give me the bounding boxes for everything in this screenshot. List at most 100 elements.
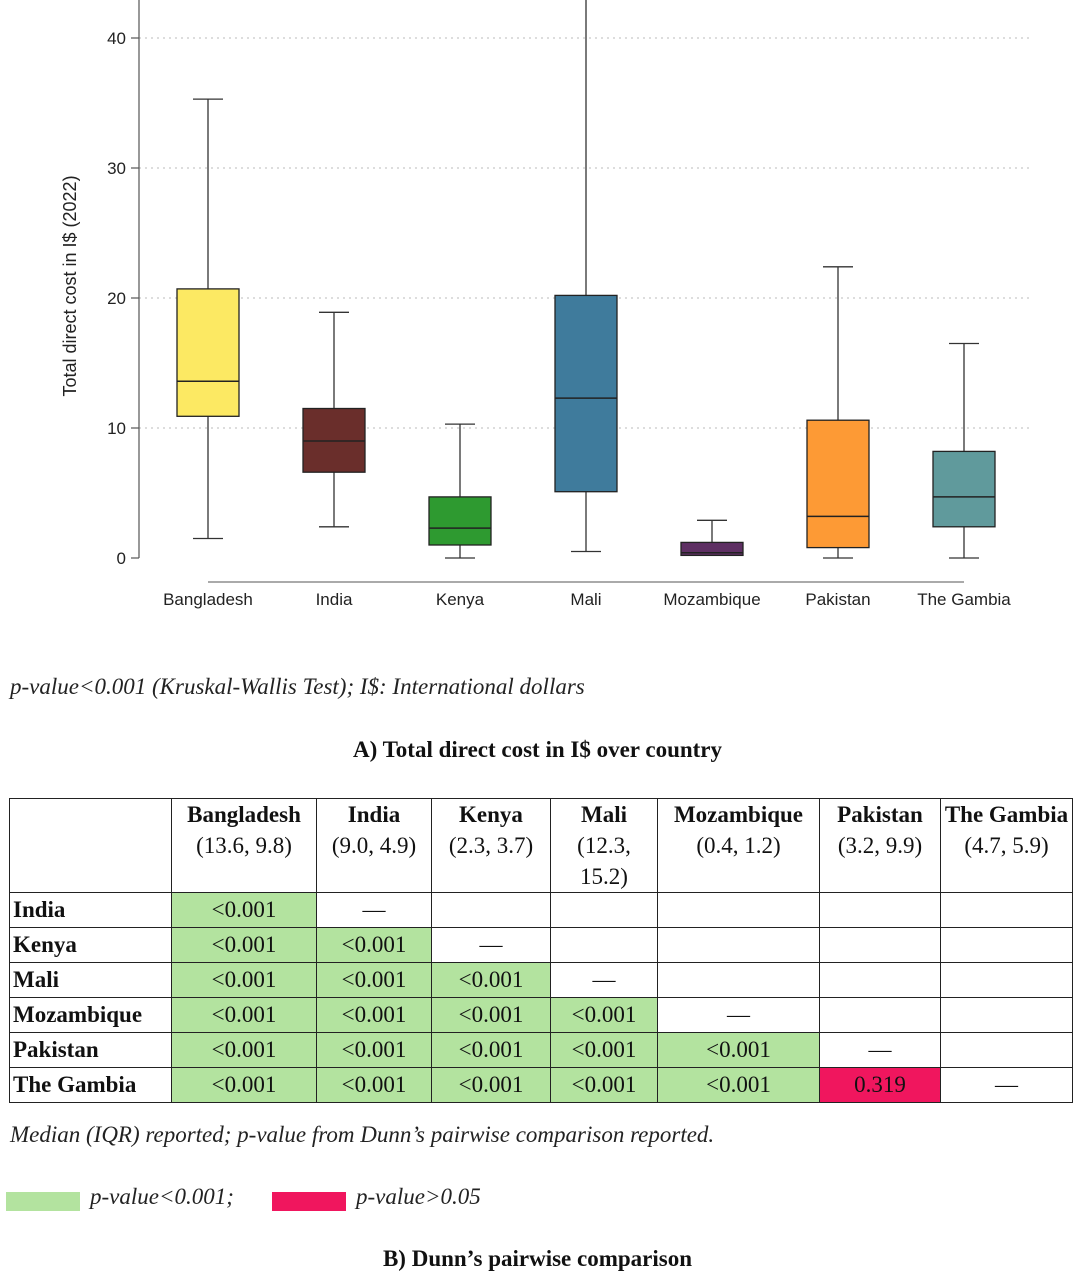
p-value-cell xyxy=(431,892,551,928)
x-tick-label: Mali xyxy=(570,590,601,609)
p-value-cell: <0.001 xyxy=(550,1067,658,1103)
column-name: Mali xyxy=(581,802,627,827)
p-value-cell: <0.001 xyxy=(171,1032,317,1068)
column-name: Kenya xyxy=(459,802,523,827)
column-median-iqr: (9.0, 4.9) xyxy=(331,833,417,858)
p-value-cell xyxy=(657,892,820,928)
table-corner-cell xyxy=(9,798,172,893)
column-name: Pakistan xyxy=(837,802,923,827)
column-header: Bangladesh (13.6, 9.8) xyxy=(171,798,317,893)
dunn-table: Bangladesh (13.6, 9.8) India (9.0, 4.9) Keny… xyxy=(9,798,1073,1103)
column-median-iqr: (12.3, 15.2) xyxy=(577,833,631,889)
table-row: Mali <0.001 <0.001 <0.001— xyxy=(9,962,1073,998)
table-header-row: Bangladesh (13.6, 9.8) India (9.0, 4.9) Keny… xyxy=(9,798,1073,893)
x-tick-label: Kenya xyxy=(436,590,485,609)
p-value-cell: <0.001 xyxy=(316,1067,432,1103)
p-value-cell: <0.001 xyxy=(550,1032,658,1068)
p-value-cell: <0.001 xyxy=(171,927,317,963)
legend-swatch xyxy=(6,1192,80,1211)
table-row: Mozambique <0.001 <0.001 <0.001 <0.001— xyxy=(9,997,1073,1033)
iqr-box xyxy=(176,288,240,417)
y-tick-label: 10 xyxy=(107,419,126,438)
p-value-cell: <0.001 xyxy=(316,927,432,963)
box-the-gambia xyxy=(932,342,996,559)
p-value-cell xyxy=(819,997,941,1033)
row-label: Pakistan xyxy=(9,1032,172,1068)
p-value-cell: — xyxy=(431,927,551,963)
y-tick-label: 0 xyxy=(117,549,126,568)
x-tick-label: India xyxy=(316,590,353,609)
p-value-cell: <0.001 xyxy=(316,1032,432,1068)
iqr-box xyxy=(806,419,870,549)
column-median-iqr: (2.3, 3.7) xyxy=(448,833,534,858)
p-value-cell xyxy=(940,997,1073,1033)
column-name: Mozambique xyxy=(673,802,804,827)
p-value-cell: <0.001 xyxy=(431,1032,551,1068)
y-axis-label: Total direct cost in I$ (2022) xyxy=(60,175,80,396)
p-value-cell: — xyxy=(550,962,658,998)
p-value-cell: — xyxy=(316,892,432,928)
table-note: Median (IQR) reported; p-value from Dunn… xyxy=(10,1122,715,1147)
box-mozambique xyxy=(680,519,744,557)
p-value-cell xyxy=(940,962,1073,998)
p-value-cell xyxy=(819,962,941,998)
caption-b: B) Dunn’s pairwise comparison xyxy=(382,1246,693,1271)
p-value-cell xyxy=(657,927,820,963)
p-value-cell: <0.001 xyxy=(171,892,317,928)
p-value-cell xyxy=(550,892,658,928)
p-value-cell: <0.001 xyxy=(431,962,551,998)
iqr-box xyxy=(554,294,618,493)
legend-label: p-value>0.05 xyxy=(356,1184,481,1209)
p-value-cell: <0.001 xyxy=(171,962,317,998)
column-header: Pakistan (3.2, 9.9) xyxy=(819,798,941,893)
x-tick-label: Bangladesh xyxy=(163,590,253,609)
column-header: India (9.0, 4.9) xyxy=(316,798,432,893)
box-pakistan xyxy=(806,266,870,559)
p-value-cell xyxy=(550,927,658,963)
row-label: Mozambique xyxy=(9,997,172,1033)
row-label: India xyxy=(9,892,172,928)
p-value-cell: 0.319 xyxy=(819,1067,941,1103)
column-header: Mozambique (0.4, 1.2) xyxy=(657,798,820,893)
p-value-cell: <0.001 xyxy=(431,1067,551,1103)
x-tick-label: Mozambique xyxy=(663,590,760,609)
column-name: India xyxy=(347,802,401,827)
box-plot: 0 10 20 30 40 Bangladesh India Kenya Mali Mozamb… xyxy=(60,0,1030,609)
p-value-cell: <0.001 xyxy=(316,997,432,1033)
row-label: Kenya xyxy=(9,927,172,963)
caption-a: A) Total direct cost in I$ over country xyxy=(352,737,723,762)
row-label: Mali xyxy=(9,962,172,998)
p-value-cell: <0.001 xyxy=(550,997,658,1033)
column-median-iqr: (3.2, 9.9) xyxy=(837,833,923,858)
column-name: Bangladesh xyxy=(187,802,301,827)
p-value-cell: <0.001 xyxy=(657,1032,820,1068)
kruskal-wallis-note: p-value<0.001 (Kruskal-Wallis Test); I$:… xyxy=(10,674,585,699)
p-value-cell: — xyxy=(657,997,820,1033)
p-value-cell xyxy=(940,1032,1073,1068)
table-row: India <0.001— xyxy=(9,892,1073,928)
y-tick-label: 20 xyxy=(107,289,126,308)
column-median-iqr: (13.6, 9.8) xyxy=(196,833,292,858)
p-value-cell xyxy=(940,927,1073,963)
column-header: Mali (12.3, 15.2) xyxy=(550,798,658,893)
iqr-box xyxy=(932,450,996,528)
box-mali xyxy=(554,0,618,553)
table-row: Pakistan <0.001 <0.001 <0.001 <0.001 <0.001— xyxy=(9,1032,1073,1068)
column-header: The Gambia (4.7, 5.9) xyxy=(940,798,1073,893)
column-name: The Gambia xyxy=(944,802,1069,827)
box-kenya xyxy=(428,423,492,559)
p-value-cell: <0.001 xyxy=(171,997,317,1033)
box-india xyxy=(302,311,366,528)
box-bangladesh xyxy=(176,98,240,540)
y-tick-label: 40 xyxy=(107,29,126,48)
p-value-cell: <0.001 xyxy=(316,962,432,998)
iqr-box xyxy=(428,496,492,546)
p-value-cell xyxy=(657,962,820,998)
x-tick-label: Pakistan xyxy=(805,590,870,609)
x-tick-label: The Gambia xyxy=(917,590,1011,609)
table-row: Kenya <0.001 <0.001— xyxy=(9,927,1073,963)
column-header: Kenya (2.3, 3.7) xyxy=(431,798,551,893)
p-value-cell: <0.001 xyxy=(657,1067,820,1103)
p-value-cell xyxy=(819,927,941,963)
legend-label: p-value<0.001; xyxy=(90,1184,234,1209)
